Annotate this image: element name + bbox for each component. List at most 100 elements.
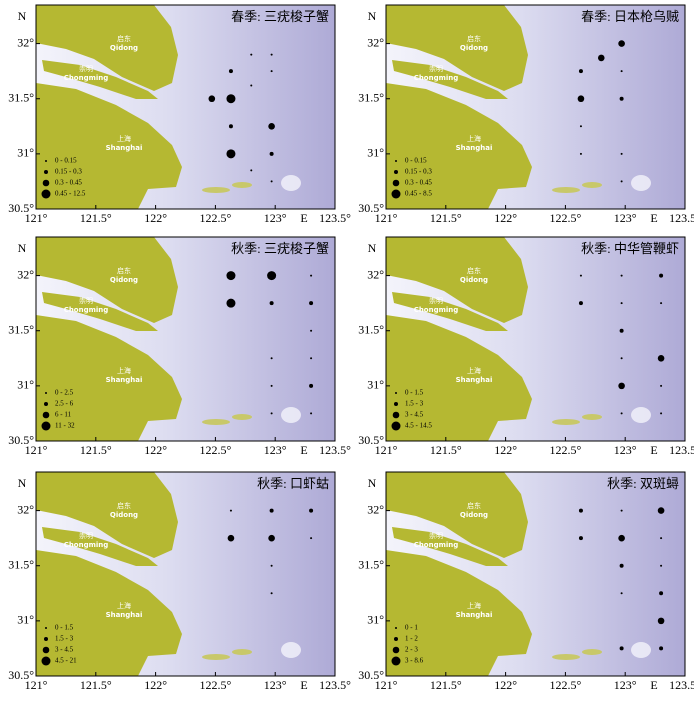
legend-symbol (394, 170, 398, 174)
station-point (618, 382, 625, 390)
y-tick-label: 31.5° (358, 322, 384, 336)
legend-label: 3 - 4.5 (405, 411, 424, 419)
glow (631, 642, 651, 658)
station-point (618, 534, 625, 542)
x-tick-label: 123° (614, 678, 637, 692)
island (42, 527, 158, 566)
station-point (309, 508, 314, 513)
place-en: Chongming (64, 306, 109, 314)
place-cn: 启东 (117, 266, 131, 275)
station-point (270, 180, 273, 183)
y-tick-label: 30.5° (8, 668, 34, 682)
y-tick-label: 31.5° (8, 322, 34, 336)
station-point (620, 357, 623, 360)
legend-symbol (44, 170, 48, 174)
x-tick-label: 123° (264, 443, 287, 457)
place-en: Qidong (460, 276, 488, 284)
station-point (250, 53, 253, 56)
legend-symbol (395, 627, 397, 629)
place-cn: 崇明 (79, 532, 93, 540)
station-point (270, 412, 273, 415)
station-point (269, 301, 274, 306)
place-cn: 上海 (117, 601, 131, 610)
x-axis-label: E (650, 443, 657, 457)
station-point (578, 508, 583, 513)
y-tick-label: 31.5° (358, 557, 384, 571)
station-point (226, 149, 236, 159)
place-cn: 上海 (467, 134, 481, 143)
frame (385, 236, 686, 442)
x-tick-label: 122° (494, 443, 517, 457)
legend-symbol (392, 646, 400, 654)
y-tick-label: 30.5° (8, 433, 34, 447)
legend-label: 0.3 - 0.45 (55, 179, 82, 187)
legend-symbol (394, 637, 398, 641)
station-point (620, 302, 623, 305)
station-point (657, 617, 665, 625)
shoal (202, 419, 230, 425)
place-en: Qidong (460, 511, 488, 519)
y-tick-label: 32° (17, 267, 34, 281)
x-tick-label: 123.5° (669, 443, 694, 457)
glow (281, 407, 301, 423)
shoal (202, 187, 230, 193)
place-en: Chongming (414, 74, 459, 82)
place-cn: 启东 (467, 34, 481, 43)
x-tick-label: 121.5° (430, 443, 462, 457)
station-point (270, 70, 273, 73)
station-point (660, 302, 663, 305)
legend-label: 4.5 - 21 (55, 657, 77, 665)
station-point (270, 357, 273, 360)
station-point (657, 354, 665, 362)
x-tick-label: 121° (375, 211, 398, 225)
station-point (620, 70, 623, 73)
station-point (269, 508, 274, 513)
place-cn: 上海 (117, 366, 131, 375)
x-tick-label: 123° (614, 443, 637, 457)
legend-label: 2 - 3 (405, 646, 418, 654)
station-point (250, 169, 253, 172)
legend-symbol (391, 189, 401, 199)
panel-title: 春季: 日本枪乌贼 (581, 9, 679, 24)
legend-symbol (45, 392, 47, 394)
place-cn: 启东 (117, 34, 131, 43)
legend-symbol (42, 411, 50, 419)
x-tick-label: 123° (264, 211, 287, 225)
station-point (268, 122, 275, 130)
station-point (270, 592, 273, 595)
island (42, 292, 158, 331)
place-cn: 上海 (467, 601, 481, 610)
legend-label: 0.45 - 12.5 (55, 190, 86, 198)
x-tick-label: 123.5° (319, 678, 351, 692)
x-tick-label: 123° (264, 678, 287, 692)
frame (35, 471, 336, 677)
shoal (232, 414, 252, 420)
legend-symbol (392, 179, 400, 187)
x-tick-label: 122° (494, 678, 517, 692)
station-point (659, 273, 664, 278)
station-point (226, 298, 236, 308)
shoal (582, 182, 602, 188)
place-en: Qidong (110, 276, 138, 284)
place-en: Shanghai (106, 144, 143, 152)
island (392, 60, 508, 99)
land (36, 237, 182, 441)
station-point (660, 384, 663, 387)
place-cn: 崇明 (79, 65, 93, 73)
shoal (552, 187, 580, 193)
legend-label: 2.5 - 6 (55, 400, 74, 408)
legend-label: 0 - 1.5 (405, 389, 424, 397)
station-point (578, 536, 583, 541)
station-point (579, 152, 582, 155)
panel-title: 春季: 三疣梭子蟹 (231, 9, 329, 24)
y-tick-label: 31.5° (358, 90, 384, 104)
station-point (578, 69, 583, 74)
station-point (229, 509, 232, 512)
land (36, 5, 182, 209)
frame (385, 4, 686, 210)
x-tick-label: 123.5° (319, 443, 351, 457)
legend-label: 3 - 8.6 (405, 657, 424, 665)
station-point (578, 301, 583, 306)
